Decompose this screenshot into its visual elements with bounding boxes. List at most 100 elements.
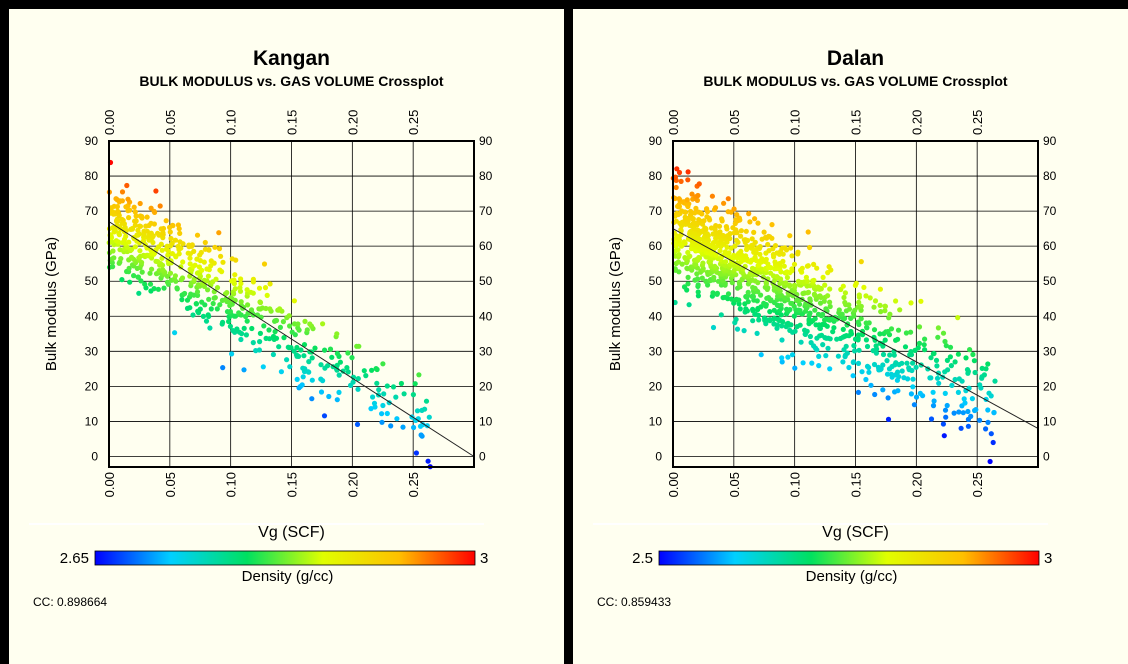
data-point xyxy=(940,421,946,427)
data-point xyxy=(673,218,679,224)
data-point xyxy=(867,295,873,301)
data-point xyxy=(858,316,864,322)
data-point xyxy=(877,302,883,308)
colorbar-label: Density (g/cc) xyxy=(806,568,898,585)
data-point xyxy=(202,239,208,246)
data-point xyxy=(229,351,235,357)
data-point xyxy=(872,391,878,398)
data-point xyxy=(190,312,196,318)
x-tick-label-top: 0.10 xyxy=(224,110,239,135)
y-tick-label-left: 0 xyxy=(91,449,98,463)
data-point xyxy=(723,224,729,230)
data-point xyxy=(779,337,785,343)
data-point xyxy=(180,259,186,265)
data-point xyxy=(868,382,874,388)
data-point xyxy=(267,306,273,312)
data-point xyxy=(759,256,765,262)
data-point xyxy=(736,215,742,221)
data-point xyxy=(899,360,905,366)
data-point xyxy=(300,374,306,380)
data-point xyxy=(278,369,284,375)
data-point xyxy=(765,285,771,291)
data-point xyxy=(917,390,923,396)
data-point xyxy=(344,365,350,371)
data-point xyxy=(309,377,315,383)
data-point xyxy=(398,380,404,387)
data-point xyxy=(908,300,914,306)
data-point xyxy=(123,233,129,239)
data-point xyxy=(384,383,390,389)
data-point xyxy=(199,299,205,305)
data-point xyxy=(110,264,116,270)
data-point xyxy=(334,362,340,368)
data-point xyxy=(935,334,941,340)
data-point xyxy=(379,411,385,417)
data-point xyxy=(232,272,238,278)
data-point xyxy=(227,323,233,329)
y-axis-label: Bulk modulus (GPa) xyxy=(43,237,60,371)
data-point xyxy=(119,277,125,283)
data-point xyxy=(903,330,909,336)
data-point xyxy=(949,382,955,388)
data-point xyxy=(816,353,822,359)
x-tick-label-bottom: 0.10 xyxy=(224,472,239,497)
y-tick-label-right: 30 xyxy=(1043,344,1057,358)
data-point xyxy=(257,339,263,345)
colorbar-max-label: 3 xyxy=(1044,550,1052,567)
data-point xyxy=(189,242,195,248)
data-point xyxy=(934,363,940,369)
data-point xyxy=(144,214,150,220)
data-point xyxy=(782,245,788,251)
x-tick-label-bottom: 0.20 xyxy=(345,472,360,497)
data-point xyxy=(792,328,798,334)
data-point xyxy=(846,306,853,312)
data-point xyxy=(855,389,861,395)
data-point xyxy=(734,237,740,243)
data-point xyxy=(704,206,710,212)
data-point xyxy=(695,282,701,288)
data-point xyxy=(334,331,340,337)
colorbar-min-label: 2.5 xyxy=(632,550,653,567)
data-point xyxy=(226,318,232,325)
data-point xyxy=(788,245,794,251)
data-point xyxy=(110,248,116,254)
data-point xyxy=(712,205,719,211)
data-point xyxy=(380,361,386,367)
data-point xyxy=(238,299,244,305)
data-point xyxy=(401,391,407,397)
data-point xyxy=(952,359,958,365)
data-point xyxy=(410,392,416,398)
data-point xyxy=(149,266,155,272)
data-point xyxy=(224,290,230,296)
colorbar-min-label: 2.65 xyxy=(60,550,89,567)
data-point xyxy=(895,336,901,342)
data-point xyxy=(807,296,813,302)
data-point xyxy=(913,394,920,400)
data-point xyxy=(196,264,202,270)
data-point xyxy=(304,327,310,333)
data-point xyxy=(734,326,741,332)
data-point xyxy=(752,216,758,222)
data-point xyxy=(250,276,256,282)
data-point xyxy=(125,196,131,202)
x-tick-label-top: 0.25 xyxy=(406,110,421,135)
data-point xyxy=(825,293,831,299)
data-point xyxy=(897,307,903,313)
data-point xyxy=(261,323,267,329)
data-point xyxy=(827,286,833,292)
x-tick-label-bottom: 0.00 xyxy=(102,472,117,497)
data-point xyxy=(855,332,862,338)
data-point xyxy=(276,344,282,350)
y-tick-label-left: 50 xyxy=(85,274,99,288)
data-point xyxy=(784,269,790,275)
data-point xyxy=(882,303,888,309)
data-point xyxy=(363,373,369,379)
data-point xyxy=(972,369,978,376)
data-point xyxy=(815,284,821,290)
data-point xyxy=(355,376,361,382)
data-point xyxy=(715,278,721,284)
data-point xyxy=(711,274,717,280)
data-point xyxy=(910,376,916,382)
data-point xyxy=(270,333,277,340)
data-point xyxy=(738,233,744,239)
